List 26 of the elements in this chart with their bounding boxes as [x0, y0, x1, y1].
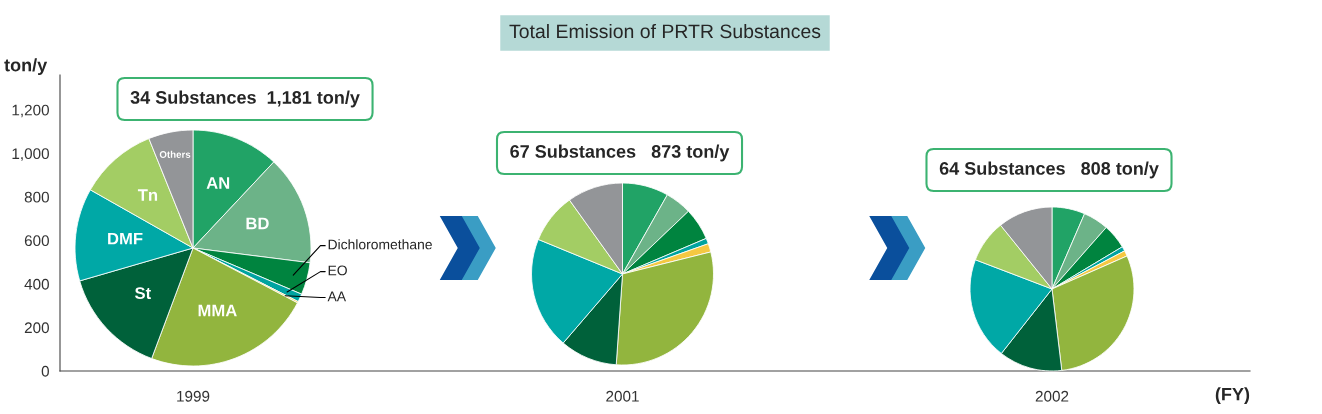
x-axis-title: (FY): [1215, 387, 1250, 405]
slice-label: St: [134, 287, 151, 300]
slice-label: Dichloromethane: [328, 239, 432, 250]
y-tick-label: 400: [24, 278, 49, 290]
annotation: 34 Substances 1,181 ton/y: [130, 90, 360, 108]
x-tick-label: 1999: [177, 390, 210, 402]
y-tick-label: 1,200: [12, 104, 49, 118]
slice-label: EO: [328, 265, 347, 276]
slice-label: Tn: [137, 189, 158, 201]
annotation: 67 Substances 873 ton/y: [510, 144, 730, 162]
slice-label: AA: [327, 291, 347, 302]
x-tick-label: 2001: [606, 390, 639, 402]
slice-label: MMA: [198, 304, 237, 317]
y-tick-label: 1,000: [12, 148, 49, 161]
annotation: 64 Substances 808 ton/y: [939, 161, 1159, 179]
y-tick-label: 200: [24, 322, 49, 334]
slice-label: BD: [246, 217, 269, 230]
y-tick-label: 0: [41, 365, 49, 377]
x-tick-label: 2002: [1035, 390, 1069, 402]
y-tick-label: 600: [24, 235, 49, 247]
slice-label: Others: [159, 150, 191, 158]
y-tick-label: 800: [24, 191, 49, 203]
chart-title: Total Emission of PRTR Substances: [509, 23, 821, 39]
slice-label: AN: [206, 177, 230, 189]
slice-label: DMF: [108, 232, 143, 245]
y-axis-title: ton/y: [4, 58, 48, 75]
